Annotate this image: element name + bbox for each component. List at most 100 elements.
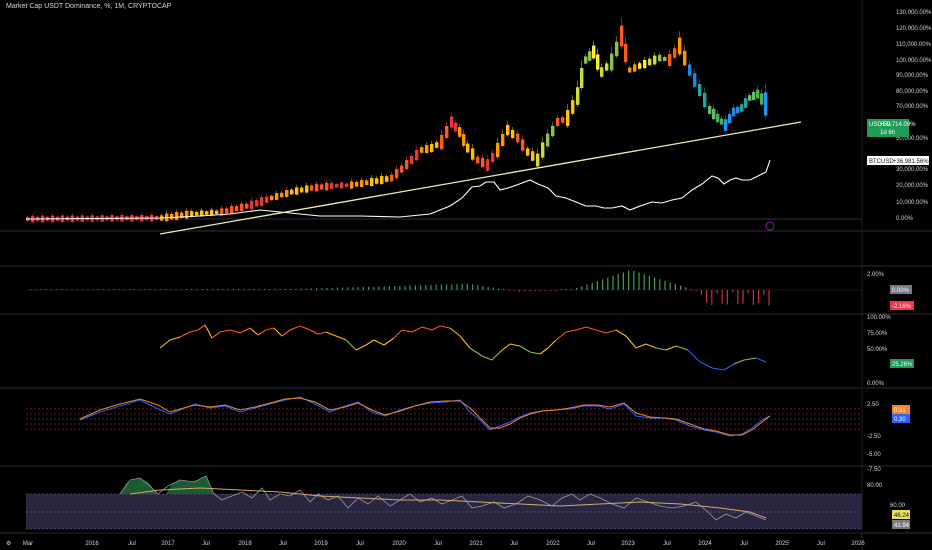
- candle: [300, 187, 304, 193]
- histogram-bar: [222, 289, 224, 290]
- stochastic-segment: [189, 329, 199, 333]
- candle: [275, 193, 279, 200]
- candle: [320, 184, 324, 190]
- candle: [693, 73, 697, 87]
- candle: [435, 142, 439, 148]
- settings-icon[interactable]: ⚙: [6, 540, 11, 547]
- candle: [688, 64, 692, 76]
- candle: [638, 63, 642, 69]
- stochastic-segment: [179, 331, 191, 338]
- rsi-band: [26, 494, 862, 529]
- oscillator-pane[interactable]: 2.50 -2.50 -5.00 -7.50 0.31 0.30: [26, 396, 910, 473]
- stochastic-segment: [449, 327, 461, 337]
- candle: [305, 185, 309, 193]
- stochastic-segment: [459, 335, 471, 349]
- candle: [605, 63, 609, 71]
- stochastic-pane[interactable]: 100.00% 75.00% 50.00% 0.00% 25.26%: [159, 315, 914, 387]
- candle: [335, 184, 339, 188]
- time-axis-label: Jul: [663, 541, 671, 547]
- candle: [712, 108, 716, 120]
- histogram-bar: [128, 289, 130, 290]
- histogram-bar: [555, 290, 557, 291]
- histogram-bar: [232, 289, 234, 290]
- time-axis-label: Jul: [279, 541, 287, 547]
- candle: [740, 104, 744, 112]
- rsi-tag-b: [892, 520, 910, 529]
- candle: [245, 203, 249, 209]
- stochastic-segment: [299, 325, 311, 331]
- stochastic-segment: [289, 325, 301, 331]
- histogram-bar: [638, 272, 640, 290]
- candle: [400, 165, 404, 173]
- histogram-bar: [586, 284, 588, 290]
- candle: [340, 182, 344, 189]
- histogram-bar: [71, 289, 73, 290]
- stochastic-segment: [665, 345, 677, 351]
- candle: [588, 51, 592, 61]
- histogram-pane[interactable]: 2.00% 0.00% -2.16%: [26, 270, 914, 310]
- stochastic-segment: [675, 345, 689, 351]
- histogram-bar: [565, 289, 567, 290]
- stochastic-tick: 100.00%: [867, 315, 891, 321]
- usdt-price-tag: USDT.D +59,714.09% 1d 6h: [867, 119, 916, 137]
- stochastic-segment: [481, 355, 493, 361]
- replay-marker-icon[interactable]: [765, 221, 775, 231]
- candle: [410, 156, 414, 164]
- histogram-bar: [373, 286, 375, 290]
- svg-text:USDT.D: USDT.D: [869, 122, 891, 128]
- osc-tag-a: [892, 405, 910, 414]
- stochastic-segment: [469, 347, 483, 357]
- histogram-bar: [326, 288, 328, 290]
- time-axis[interactable]: Mar 2016 Jul 2017 Jul 2018 Jul 2019 Jul 2020 Jul 20…: [23, 541, 866, 547]
- candle: [225, 208, 229, 214]
- histogram-bar: [243, 289, 245, 290]
- histogram-zero-tag: [890, 285, 912, 294]
- time-axis-label: 2018: [238, 541, 252, 547]
- histogram-bar: [357, 287, 359, 290]
- histogram-bar: [643, 274, 645, 290]
- candle: [486, 159, 490, 171]
- candle: [200, 210, 204, 217]
- osc-tick: -5.00: [867, 452, 881, 458]
- candle: [760, 93, 764, 105]
- rsi-pane[interactable]: 80.00 60.00 46.24 41.94: [26, 475, 910, 530]
- candle: [678, 37, 682, 55]
- stochastic-segment: [211, 331, 221, 339]
- candle: [584, 56, 588, 64]
- histogram-bar: [570, 289, 572, 290]
- candle: [310, 185, 314, 191]
- stochastic-segment: [547, 339, 557, 349]
- candle: [270, 195, 274, 201]
- histogram-bar: [435, 284, 437, 290]
- time-axis-label: Jul: [202, 541, 210, 547]
- price-axis-tick: 120,000.00%: [896, 26, 932, 32]
- histogram-bar: [622, 272, 624, 290]
- price-pane[interactable]: 130,000.00% 120,000.00% 110,000.00% 100,000…: [25, 10, 932, 235]
- svg-text:BTCUSD: BTCUSD: [869, 159, 894, 165]
- rsi-tag-a: [892, 510, 910, 519]
- stochastic-segment: [249, 327, 259, 336]
- histogram-bar: [87, 289, 89, 290]
- candle: [295, 187, 299, 195]
- histogram-bar: [742, 290, 744, 304]
- svg-text:+59,714.09%: +59,714.09%: [880, 122, 916, 128]
- stochastic-segment: [439, 325, 451, 329]
- histogram-bar: [716, 290, 718, 294]
- histogram-bar: [752, 290, 754, 305]
- histogram-bar: [175, 289, 177, 290]
- histogram-bar: [607, 277, 609, 290]
- histogram-bar: [274, 288, 276, 290]
- trendline[interactable]: [159, 121, 802, 235]
- stochastic-segment: [605, 329, 617, 334]
- histogram-bar: [394, 286, 396, 290]
- osc-tick: -7.50: [867, 467, 881, 473]
- histogram-bar: [425, 285, 427, 290]
- candle: [325, 182, 329, 191]
- candle: [716, 113, 720, 123]
- histogram-bar: [550, 290, 552, 291]
- candle: [285, 190, 289, 197]
- stochastic-segment: [169, 336, 181, 341]
- histogram-bar: [539, 290, 541, 291]
- histogram-bar: [440, 284, 442, 290]
